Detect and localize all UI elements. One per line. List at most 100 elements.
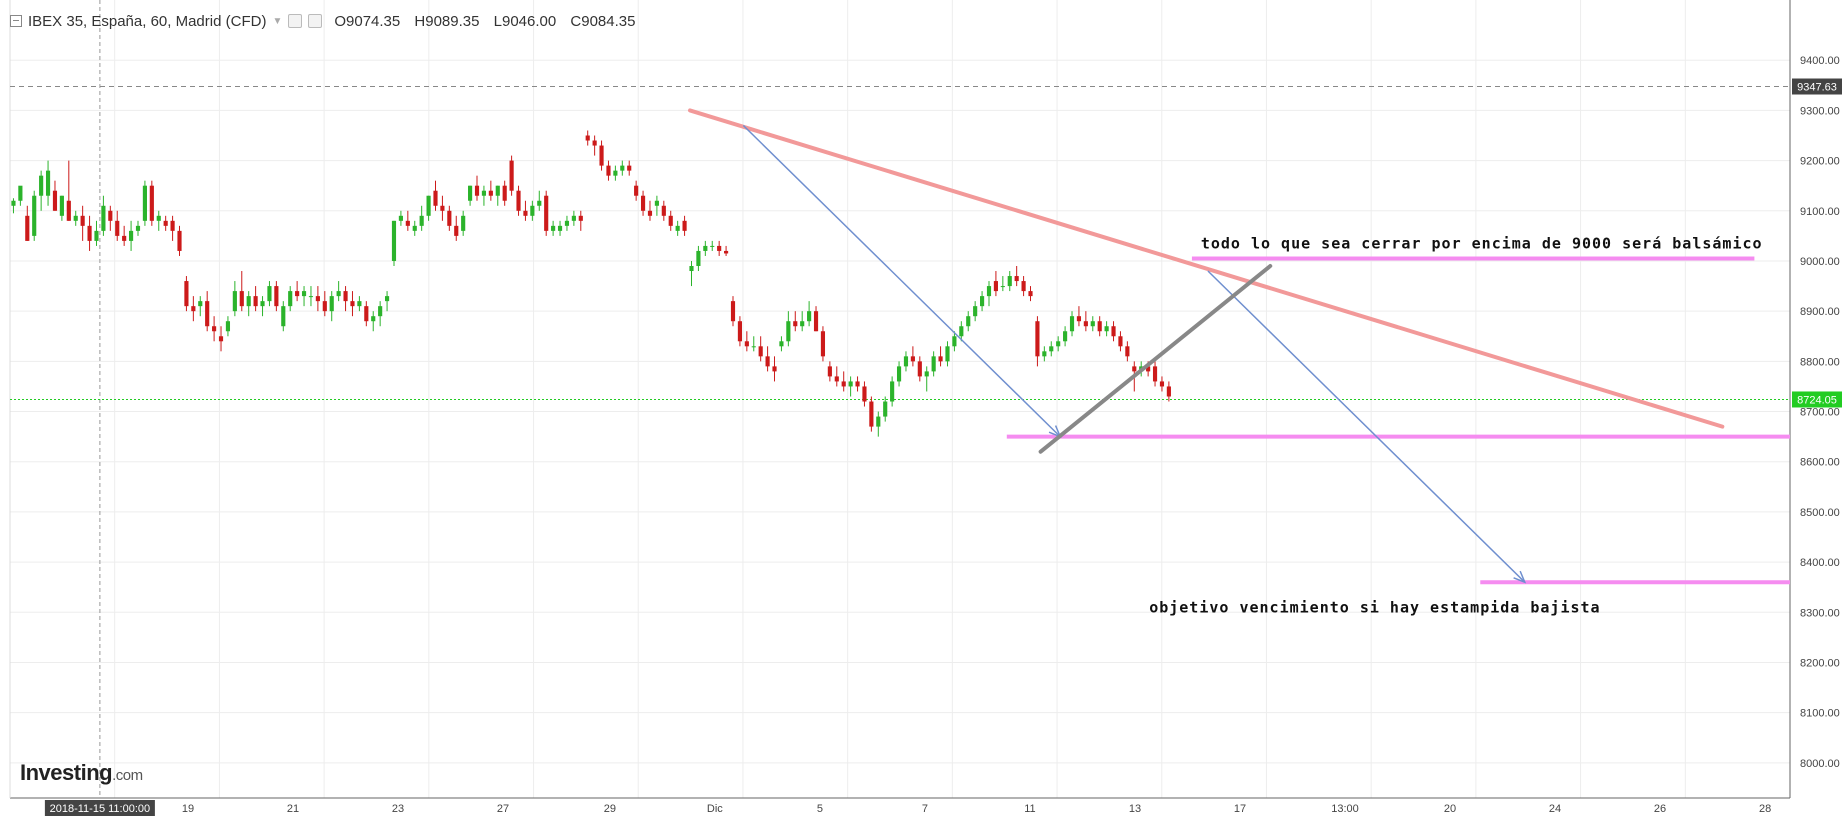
candle-body: [841, 381, 846, 387]
candle-body: [1014, 276, 1019, 282]
candle-body: [516, 190, 521, 211]
candle-body: [488, 190, 493, 196]
open-value: O9074.35: [334, 12, 401, 30]
x-tick-label: 23: [392, 803, 404, 815]
candle-body: [848, 381, 853, 387]
candle-body: [350, 301, 355, 307]
candle-body: [647, 210, 653, 216]
candle-body: [1076, 316, 1082, 322]
x-tick-label: 28: [1759, 803, 1771, 815]
candle-body: [696, 250, 701, 266]
candle-body: [246, 296, 251, 307]
candle-body: [218, 336, 224, 342]
candle-body: [39, 175, 44, 196]
candle-body: [405, 220, 410, 226]
candle-body: [876, 416, 881, 427]
y-tick-label: 8100.00: [1800, 708, 1840, 720]
y-tick-label: 8000.00: [1800, 758, 1840, 770]
candle-body: [537, 200, 542, 206]
candle-body: [142, 185, 147, 221]
symbol-title[interactable]: IBEX 35, España, 60, Madrid (CFD): [28, 12, 267, 30]
candle-body: [198, 301, 203, 307]
candle-body: [1146, 366, 1151, 372]
candle-body: [627, 165, 632, 171]
candle-body: [959, 326, 964, 337]
y-tick-label: 8800.00: [1800, 356, 1840, 368]
candle-body: [170, 220, 175, 231]
candle-body: [163, 220, 168, 226]
resistance-trendline[interactable]: [687, 108, 1725, 429]
candle-body: [253, 296, 258, 307]
candle-body: [11, 200, 16, 206]
candle-body: [1083, 321, 1088, 327]
candle-body: [295, 291, 300, 297]
y-tick-label: 8200.00: [1800, 657, 1840, 669]
crosshair-price-bg: [1792, 78, 1842, 95]
candle-body: [758, 346, 763, 357]
x-tick-label: 20: [1444, 803, 1456, 815]
candle-body: [25, 215, 30, 241]
candle-body: [952, 336, 957, 347]
candle-body: [890, 381, 895, 402]
candle-body: [544, 195, 549, 231]
projection-arrow[interactable]: [742, 124, 1061, 438]
candle-body: [585, 135, 590, 141]
candle-body: [896, 366, 902, 382]
settings-icon[interactable]: [288, 14, 303, 28]
candle-body: [578, 215, 583, 221]
y-tick-label: 8900.00: [1800, 306, 1840, 318]
candle-body: [384, 296, 390, 302]
candle-body: [883, 401, 888, 417]
y-tick-label: 8300.00: [1800, 607, 1840, 619]
candle-body: [454, 225, 459, 236]
candle-body: [910, 356, 915, 362]
candle-body: [966, 316, 971, 327]
candle-body: [18, 185, 23, 201]
candle-body: [1056, 341, 1061, 347]
candle-body: [239, 291, 244, 307]
candle-body: [87, 225, 92, 241]
candle-body: [267, 286, 272, 302]
candle-body: [931, 356, 936, 372]
chevron-down-icon[interactable]: ▼: [272, 15, 283, 27]
candle-body: [813, 311, 819, 332]
annotation-text[interactable]: todo lo que sea cerrar por encima de 900…: [1201, 234, 1763, 252]
candle-body: [149, 185, 154, 221]
close-icon[interactable]: [308, 14, 323, 28]
annotation-text[interactable]: objetivo vencimiento si hay estampida ba…: [1149, 598, 1600, 616]
candle-body: [1042, 351, 1047, 357]
candle-body: [1104, 326, 1109, 332]
y-tick-label: 9300.00: [1800, 105, 1840, 117]
candle-body: [115, 220, 120, 236]
x-tick-label: Dic: [707, 803, 723, 815]
candle-body: [703, 245, 708, 251]
candle-body: [1118, 336, 1123, 347]
candle-body: [336, 291, 341, 297]
candle-body: [1152, 366, 1158, 382]
candle-body: [1132, 366, 1137, 372]
projection-arrow[interactable]: [1207, 270, 1526, 583]
candle-body: [800, 321, 805, 327]
crosshair-date-bg: [44, 800, 155, 816]
candle-body: [564, 220, 570, 226]
candle-body: [398, 215, 403, 221]
collapse-icon[interactable]: [10, 15, 22, 27]
candle-body: [737, 321, 742, 342]
candle-body: [184, 281, 189, 307]
support-channel-line[interactable]: [1038, 264, 1273, 454]
y-tick-label: 9000.00: [1800, 256, 1840, 268]
candle-body: [156, 215, 161, 221]
x-tick-label: 21: [287, 803, 299, 815]
y-tick-label: 8500.00: [1800, 507, 1840, 519]
ohlc-readout: O9074.35 H9089.35 L9046.00 C9084.35: [334, 13, 645, 30]
candle-body: [177, 230, 182, 251]
candle-body: [419, 215, 424, 226]
high-value: H9089.35: [414, 12, 480, 30]
candle-body: [661, 205, 666, 216]
candle-body: [744, 341, 749, 347]
candle-body: [986, 286, 992, 297]
candle-body: [329, 296, 334, 312]
candle-body: [862, 386, 867, 402]
